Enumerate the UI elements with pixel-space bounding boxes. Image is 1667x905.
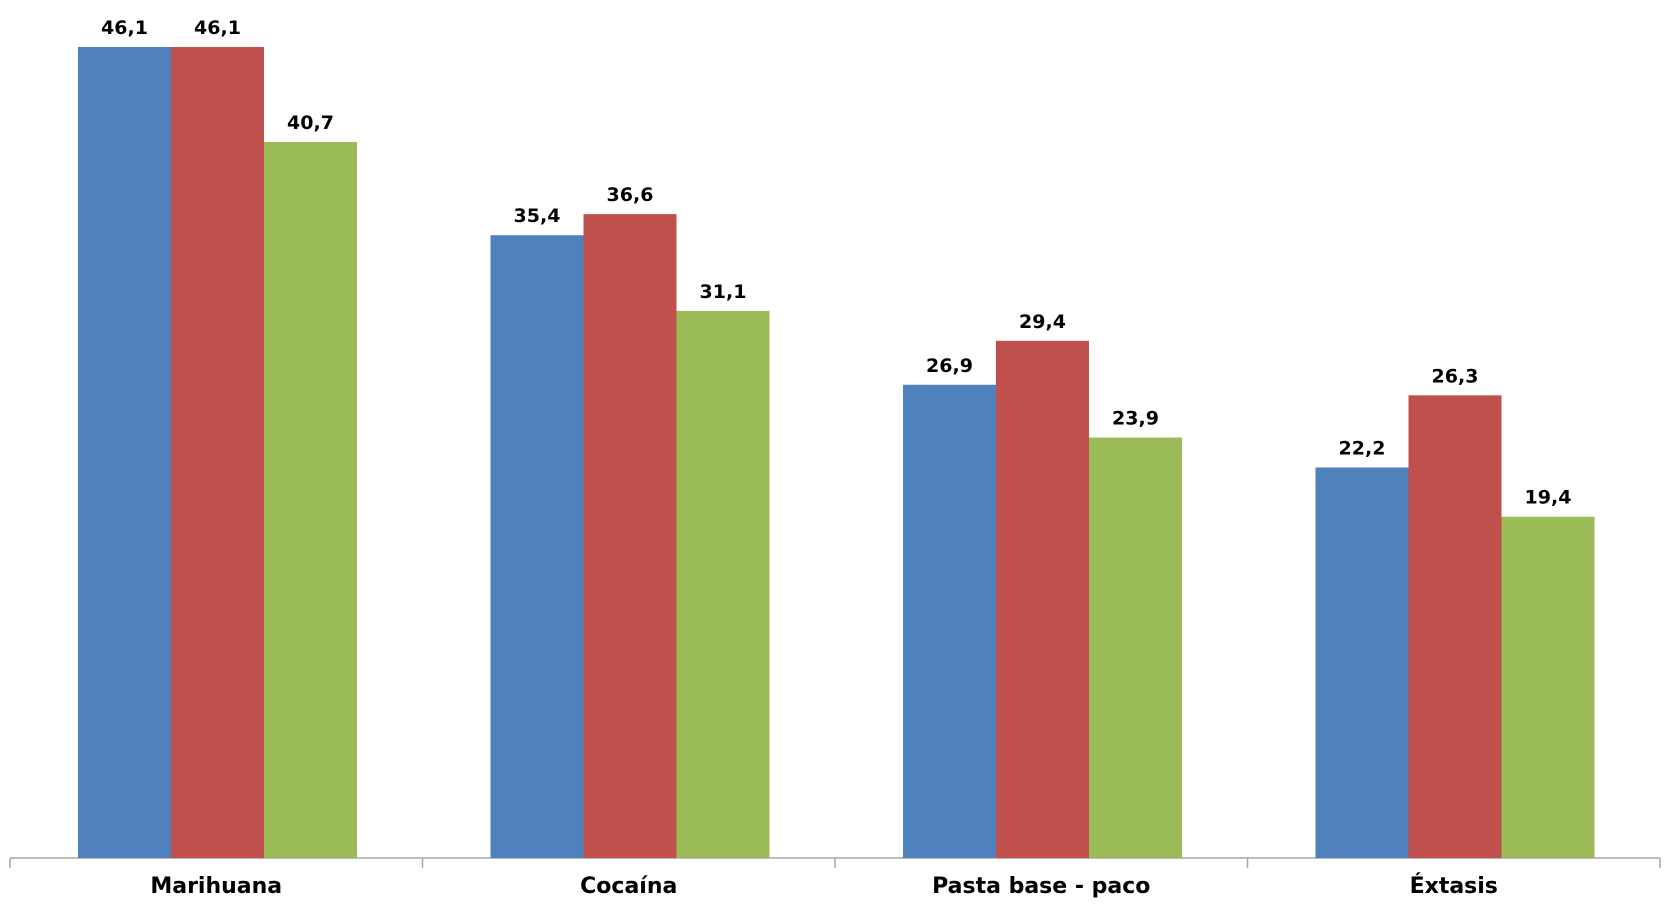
category-label: Éxtasis: [1410, 873, 1498, 899]
data-label: 26,9: [926, 355, 973, 377]
x-axis: [9, 857, 1661, 868]
data-label: 23,9: [1112, 408, 1159, 430]
bar: [78, 47, 171, 858]
data-label: 29,4: [1019, 311, 1066, 333]
bar: [1501, 516, 1595, 858]
bar: [1089, 437, 1182, 858]
bar: [996, 340, 1089, 859]
data-label: 46,1: [194, 17, 241, 39]
data-label: 22,2: [1339, 437, 1386, 459]
data-label: 19,4: [1525, 487, 1572, 509]
data-label: 35,4: [514, 205, 561, 227]
bar: [583, 214, 677, 859]
bar: [1408, 395, 1502, 858]
category-labels: Marihuana Cocaína Pasta base - paco Éxtasis: [150, 873, 1498, 899]
bar: [903, 384, 996, 858]
data-label: 31,1: [700, 281, 747, 303]
category-label: Marihuana: [150, 874, 282, 899]
data-label: 46,1: [101, 17, 148, 39]
category-label: Pasta base - paco: [932, 874, 1150, 899]
bars: [78, 47, 1595, 859]
data-label: 40,7: [287, 112, 334, 134]
data-label: 36,6: [607, 184, 654, 206]
bar: [264, 141, 357, 859]
bar: [1315, 467, 1409, 858]
data-label: 26,3: [1432, 365, 1479, 387]
bar: [171, 47, 264, 858]
bar: [490, 235, 584, 858]
bar: [676, 310, 770, 858]
category-label: Cocaína: [580, 874, 677, 899]
data-labels: 46,1 46,1 40,7 35,4 36,6 31,1 26,9 29,4 23,9 22,2…: [101, 17, 1571, 509]
